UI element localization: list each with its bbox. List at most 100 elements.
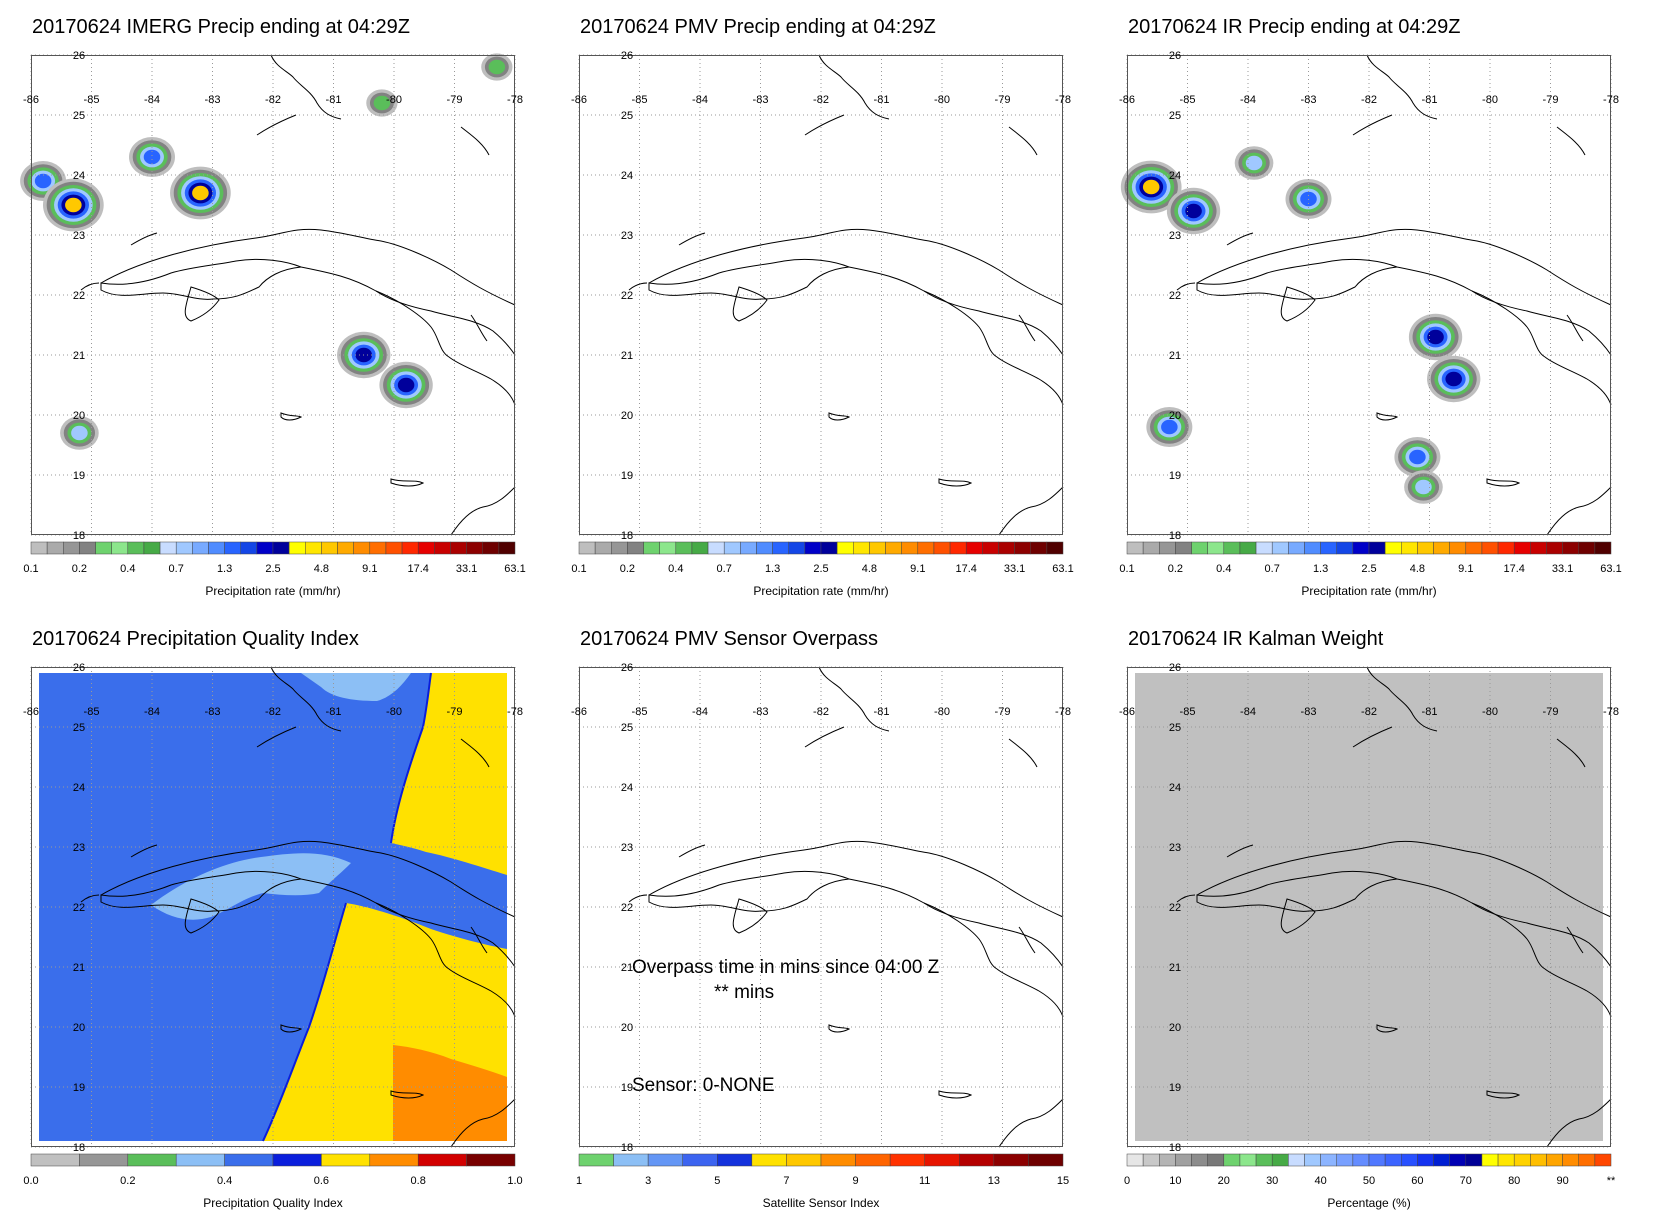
colorbar-swatch	[1368, 541, 1386, 555]
plot-frame	[1127, 55, 1611, 535]
coastline-path	[1008, 738, 1038, 768]
colorbar-swatch	[417, 1153, 467, 1167]
colorbar-label: Percentage (%)	[1327, 1196, 1411, 1210]
colorbar-tick-label: 4.8	[1410, 563, 1425, 575]
coastline-path	[80, 282, 100, 291]
lon-tick-label: -79	[995, 706, 1011, 718]
lon-tick-label: -80	[934, 706, 950, 718]
colorbar-swatch	[949, 541, 967, 555]
coastline-path	[648, 840, 1064, 918]
plot-frame	[579, 667, 1063, 1147]
colorbar-tick-label: 0.1	[23, 563, 38, 575]
colorbar-tick-label: 5	[714, 1175, 720, 1187]
precip-cell	[366, 89, 398, 117]
precip-contour	[1415, 479, 1432, 495]
panel-title: 20170624 Precipitation Quality Index	[32, 628, 359, 650]
coastline-path	[1196, 258, 1398, 300]
colorbar-swatch	[594, 541, 612, 555]
coastline-path	[1226, 232, 1254, 246]
coastline-path	[184, 286, 220, 322]
lon-tick-label: -83	[205, 94, 221, 106]
coastline	[628, 54, 1064, 536]
coastline-path	[184, 898, 220, 934]
colorbar-tick-label: 1.0	[507, 1175, 522, 1187]
coastline-path	[460, 126, 490, 156]
colorbar-swatch	[224, 541, 241, 555]
colorbar-swatch	[611, 541, 628, 555]
colorbar-swatch	[143, 541, 161, 555]
lat-tick-label: 20	[1169, 1022, 1181, 1034]
colorbar-swatch	[1594, 541, 1612, 555]
coastline-path	[998, 1098, 1064, 1148]
colorbar-swatch	[1578, 541, 1596, 555]
colorbar-swatch	[1433, 1153, 1450, 1167]
lat-tick-label: 23	[73, 230, 85, 242]
colorbar-swatch	[889, 1153, 925, 1167]
colorbar-swatch	[855, 1153, 891, 1167]
lat-tick-label: 21	[621, 350, 633, 362]
lat-tick-label: 24	[1169, 782, 1181, 794]
coastline-path	[1396, 878, 1612, 968]
colorbar-tick-label: 60	[1411, 1175, 1423, 1187]
panel-kalman-weight: 20170624 IR Kalman Weight -86 -85 -84 -83 -8…	[1114, 612, 1634, 1210]
plot-frame	[31, 667, 515, 1147]
colorbar-swatch	[959, 1153, 995, 1167]
colorbar-swatch	[434, 541, 451, 555]
coastline-path	[1566, 314, 1584, 342]
colorbar-tick-label: **	[1607, 1175, 1616, 1187]
colorbar-tick-label: 9.1	[1458, 563, 1473, 575]
colorbar-swatch	[1384, 541, 1402, 555]
colorbar-swatch	[1239, 541, 1257, 555]
lon-tick-label: -78	[1603, 94, 1619, 106]
lat-tick-label: 18	[1169, 1142, 1181, 1154]
precip-cell	[1166, 187, 1221, 235]
colorbar-swatch	[450, 541, 467, 555]
lon-tick-label: -80	[386, 706, 402, 718]
coastline-path	[648, 228, 1064, 306]
colorbar-swatch	[63, 541, 80, 555]
lon-tick-label: -81	[326, 94, 342, 106]
lon-tick-label: -79	[1543, 706, 1559, 718]
lon-tick-label: -81	[1422, 706, 1438, 718]
lat-tick-label: 23	[73, 842, 85, 854]
coastline	[80, 666, 516, 1148]
lat-tick-label: 22	[1169, 290, 1181, 302]
colorbar-swatch	[1401, 1153, 1418, 1167]
colorbar-swatch	[1126, 541, 1144, 555]
lon-tick-label: -86	[571, 94, 587, 106]
colorbar-swatch	[466, 541, 483, 555]
lon-tick-label: -79	[447, 706, 463, 718]
lon-tick-label: -86	[1119, 94, 1135, 106]
coastline-path	[1486, 1090, 1521, 1099]
colorbar-tick-label: 4.8	[862, 563, 877, 575]
lat-tick-label: 23	[621, 230, 633, 242]
precip-contour	[1185, 203, 1202, 219]
colorbar-tick-label: 1	[576, 1175, 582, 1187]
lat-tick-label: 20	[1169, 410, 1181, 422]
lon-tick-label: -83	[1301, 706, 1317, 718]
colorbar-swatch	[1271, 1153, 1289, 1167]
colorbar-swatch	[613, 1153, 649, 1167]
colorbar-swatch	[836, 541, 854, 555]
coastline-path	[100, 228, 516, 306]
coastline	[1176, 54, 1612, 536]
coastline-path	[1566, 926, 1584, 954]
colorbar-swatch	[1513, 1153, 1531, 1167]
colorbar-swatch	[1304, 1153, 1321, 1167]
lat-tick-label: 19	[621, 470, 633, 482]
coastline-path	[1546, 486, 1612, 536]
colorbar-swatch	[1142, 1153, 1160, 1167]
colorbar-swatch	[1384, 1153, 1402, 1167]
colorbar-swatch	[1288, 1153, 1305, 1167]
colorbar-tick-label: 9.1	[910, 563, 925, 575]
lat-tick-label: 23	[621, 842, 633, 854]
lon-tick-label: -78	[1603, 706, 1619, 718]
colorbar-swatch	[1578, 1153, 1596, 1167]
colorbar-swatch	[1497, 541, 1515, 555]
coastline-path	[998, 486, 1064, 536]
colorbar-swatch	[288, 541, 306, 555]
colorbar-tick-label: 40	[1314, 1175, 1326, 1187]
coastline-path	[1556, 126, 1586, 156]
colorbar-tick-label: 80	[1508, 1175, 1520, 1187]
colorbar-swatch	[1159, 541, 1176, 555]
